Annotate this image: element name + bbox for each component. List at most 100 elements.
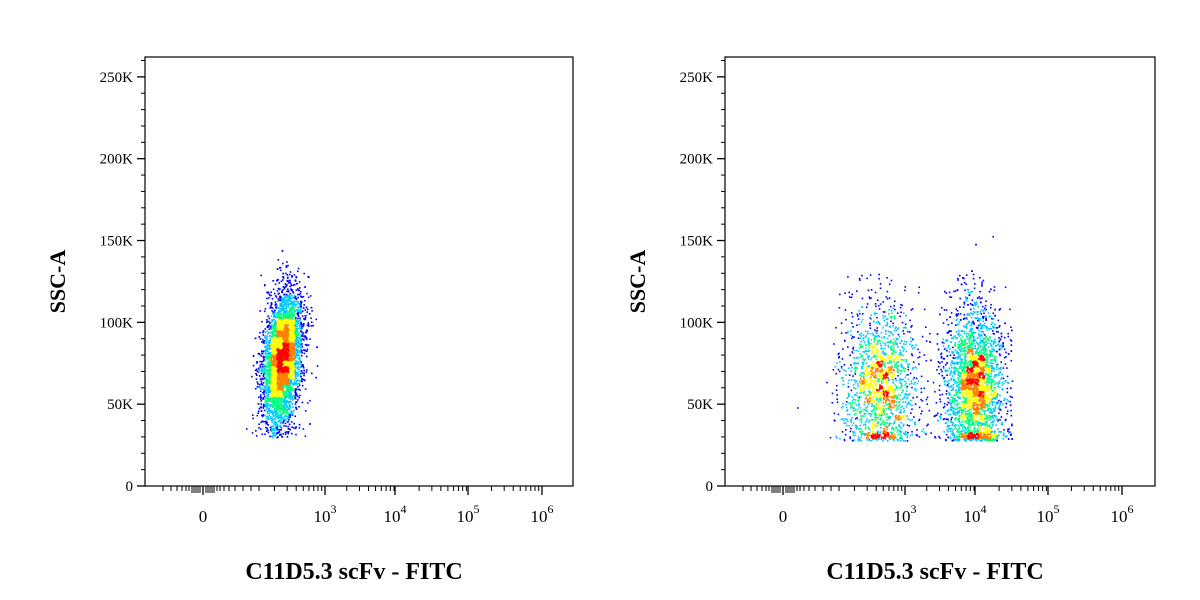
event-dot bbox=[295, 352, 298, 354]
event-dot bbox=[300, 327, 303, 330]
event-dot bbox=[300, 372, 302, 375]
event-dot bbox=[265, 350, 267, 353]
event-dot bbox=[294, 310, 297, 313]
event-dot bbox=[274, 357, 277, 359]
event-dot bbox=[305, 314, 307, 317]
event-dot bbox=[283, 286, 286, 289]
event-dot bbox=[273, 331, 275, 334]
event-dot bbox=[268, 405, 270, 407]
event-dot bbox=[280, 370, 283, 373]
event-dot bbox=[279, 410, 281, 413]
event-dot bbox=[284, 422, 287, 425]
event-dot bbox=[290, 340, 292, 343]
event-dot bbox=[284, 358, 286, 360]
event-dot bbox=[293, 315, 296, 317]
event-dot bbox=[296, 343, 299, 345]
event-dot bbox=[266, 380, 268, 382]
event-dot bbox=[265, 420, 267, 423]
event-dot bbox=[280, 364, 283, 366]
event-dot bbox=[299, 357, 301, 359]
event-dot bbox=[265, 408, 268, 411]
event-dot bbox=[289, 382, 292, 384]
event-dot bbox=[289, 398, 292, 400]
event-dot bbox=[285, 362, 287, 365]
event-dot bbox=[272, 434, 275, 437]
event-dot bbox=[293, 304, 296, 306]
event-dot bbox=[283, 341, 286, 344]
event-dot bbox=[283, 368, 286, 371]
event-dot bbox=[293, 334, 295, 336]
event-dot bbox=[265, 422, 268, 425]
event-dot bbox=[272, 377, 274, 379]
event-dot bbox=[277, 325, 279, 328]
event-dot bbox=[285, 361, 288, 363]
event-dot bbox=[288, 310, 290, 313]
event-dot bbox=[281, 344, 283, 347]
event-dot bbox=[269, 331, 271, 334]
event-dot bbox=[270, 306, 273, 309]
event-dot bbox=[269, 355, 272, 358]
event-dot bbox=[282, 337, 284, 340]
event-dot bbox=[274, 340, 276, 343]
event-dot bbox=[272, 376, 274, 378]
event-dot bbox=[291, 317, 293, 320]
event-dot bbox=[290, 355, 293, 357]
event-dot bbox=[277, 360, 279, 363]
event-dot bbox=[297, 320, 300, 323]
event-dot bbox=[274, 390, 276, 392]
event-dot bbox=[273, 408, 276, 411]
event-dot bbox=[267, 388, 269, 390]
event-dot bbox=[277, 298, 279, 300]
event-dot bbox=[277, 337, 279, 339]
event-dot bbox=[288, 395, 291, 398]
event-dot bbox=[305, 331, 307, 334]
event-dot bbox=[281, 362, 283, 365]
event-dot bbox=[276, 380, 278, 383]
event-dot bbox=[289, 407, 292, 409]
event-dot bbox=[266, 358, 269, 361]
event-dot bbox=[272, 380, 274, 383]
event-dot bbox=[287, 391, 290, 393]
event-dot bbox=[268, 352, 270, 354]
event-dot bbox=[281, 401, 283, 403]
event-dot bbox=[271, 307, 274, 309]
event-dot bbox=[267, 389, 269, 392]
event-dot bbox=[280, 420, 283, 423]
event-dot bbox=[297, 296, 299, 299]
event-dot bbox=[264, 308, 267, 310]
event-dot bbox=[292, 350, 295, 353]
event-dot bbox=[295, 333, 297, 336]
event-dot bbox=[264, 337, 266, 339]
event-dot bbox=[295, 349, 298, 351]
event-dot bbox=[268, 366, 271, 368]
event-dot bbox=[300, 302, 302, 305]
event-dot bbox=[294, 304, 297, 306]
event-dot bbox=[277, 357, 279, 359]
event-dot bbox=[262, 360, 265, 362]
event-dot bbox=[282, 342, 284, 345]
event-dot bbox=[276, 305, 278, 308]
event-dot bbox=[290, 413, 293, 416]
event-dot bbox=[282, 321, 285, 323]
event-dot bbox=[276, 387, 279, 389]
event-dot bbox=[267, 394, 269, 397]
event-dot bbox=[267, 373, 270, 376]
event-dot bbox=[288, 397, 290, 399]
event-dot bbox=[272, 364, 275, 367]
event-dot bbox=[287, 372, 289, 374]
event-dot bbox=[264, 335, 267, 337]
event-dot bbox=[299, 366, 302, 368]
event-dot bbox=[295, 331, 298, 334]
event-dot bbox=[293, 409, 295, 412]
event-dot bbox=[287, 379, 289, 382]
event-dot bbox=[268, 345, 271, 348]
event-dot bbox=[281, 329, 283, 331]
event-dot bbox=[281, 367, 284, 369]
event-dot bbox=[272, 412, 275, 414]
event-dot bbox=[295, 276, 298, 279]
event-dot bbox=[287, 385, 290, 387]
event-dot bbox=[269, 353, 272, 356]
event-dot bbox=[267, 372, 269, 374]
event-dot bbox=[280, 280, 283, 283]
